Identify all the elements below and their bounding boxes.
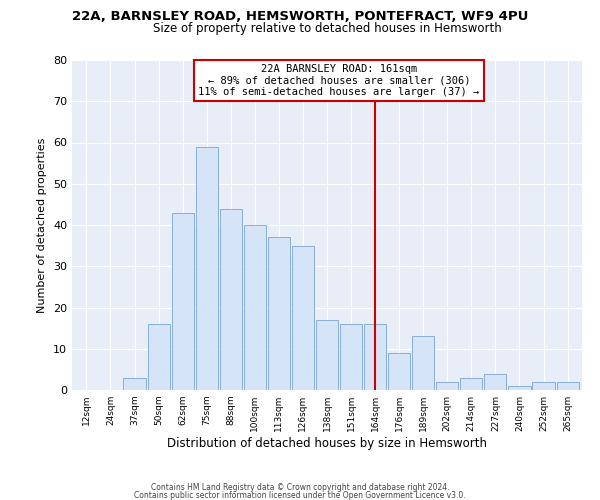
Bar bbox=[172, 212, 194, 390]
X-axis label: Distribution of detached houses by size in Hemsworth: Distribution of detached houses by size … bbox=[167, 437, 487, 450]
Bar bbox=[268, 238, 290, 390]
Bar bbox=[340, 324, 362, 390]
Bar bbox=[557, 382, 578, 390]
Bar bbox=[220, 208, 242, 390]
Bar bbox=[508, 386, 530, 390]
Bar bbox=[244, 225, 266, 390]
Bar bbox=[196, 146, 218, 390]
Title: Size of property relative to detached houses in Hemsworth: Size of property relative to detached ho… bbox=[152, 22, 502, 35]
Bar bbox=[316, 320, 338, 390]
Text: 22A, BARNSLEY ROAD, HEMSWORTH, PONTEFRACT, WF9 4PU: 22A, BARNSLEY ROAD, HEMSWORTH, PONTEFRAC… bbox=[72, 10, 528, 23]
Bar bbox=[388, 353, 410, 390]
Bar bbox=[364, 324, 386, 390]
Bar bbox=[292, 246, 314, 390]
Text: 22A BARNSLEY ROAD: 161sqm
← 89% of detached houses are smaller (306)
11% of semi: 22A BARNSLEY ROAD: 161sqm ← 89% of detac… bbox=[199, 64, 479, 98]
Bar bbox=[436, 382, 458, 390]
Bar bbox=[412, 336, 434, 390]
Y-axis label: Number of detached properties: Number of detached properties bbox=[37, 138, 47, 312]
Bar bbox=[460, 378, 482, 390]
Text: Contains HM Land Registry data © Crown copyright and database right 2024.: Contains HM Land Registry data © Crown c… bbox=[151, 484, 449, 492]
Bar bbox=[532, 382, 554, 390]
Bar bbox=[124, 378, 146, 390]
Text: Contains public sector information licensed under the Open Government Licence v3: Contains public sector information licen… bbox=[134, 490, 466, 500]
Bar bbox=[148, 324, 170, 390]
Bar bbox=[484, 374, 506, 390]
